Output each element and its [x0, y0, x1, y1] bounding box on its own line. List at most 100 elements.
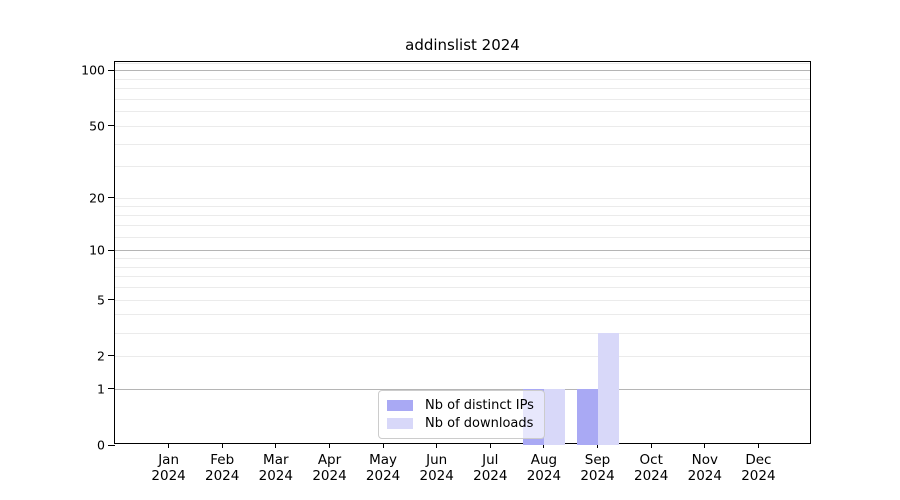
x-tick-month: Nov [691, 452, 718, 468]
y-tick-label: 50 [89, 118, 105, 134]
x-tick-label: Jul 2024 [460, 452, 520, 484]
x-tick-month: Dec [745, 452, 772, 468]
bar [543, 388, 565, 445]
x-tick-label: Sep 2024 [568, 452, 628, 484]
x-tick-label: Oct 2024 [621, 452, 681, 484]
x-tick-month: Jan [158, 452, 179, 468]
x-tick-mark [436, 443, 438, 448]
x-tick-month: Sep [584, 452, 611, 468]
x-tick-mark [329, 443, 330, 448]
x-tick-mark [275, 443, 277, 448]
legend-entry-label: Nb of downloads [425, 416, 534, 432]
y-tick-mark [108, 249, 115, 251]
x-tick-label: Apr 2024 [300, 452, 360, 484]
x-tick-year: 2024 [687, 468, 722, 484]
x-tick-mark [221, 443, 223, 448]
y-tick-mark [108, 125, 115, 127]
gridline-minor [115, 62, 810, 64]
gridline-minor [115, 78, 810, 80]
gridline-minor [115, 166, 810, 168]
gridline-minor [115, 143, 810, 145]
x-tick-month: May [369, 452, 398, 468]
gridline-minor [115, 332, 810, 334]
x-tick-month: Jun [426, 452, 448, 468]
chart-title: addinslist 2024 [405, 36, 520, 54]
y-tick-mark [108, 355, 115, 357]
y-tick-mark [108, 444, 115, 446]
y-tick-mark [108, 299, 115, 301]
gridline-minor [115, 276, 810, 278]
gridline-minor [115, 225, 810, 227]
x-tick-label: Dec 2024 [728, 452, 788, 484]
x-tick-label: Nov 2024 [675, 452, 735, 484]
plot-area: Nb of distinct IPs Nb of downloads 0 1 2 5 1… [81, 61, 811, 484]
x-tick-month: Mar [263, 452, 289, 468]
y-tick-label: 2 [97, 348, 105, 364]
legend-entry: Nb of distinct IPs [387, 398, 536, 413]
x-tick-label: Mar 2024 [246, 452, 306, 484]
x-tick-year: 2024 [741, 468, 776, 484]
x-tick-label: Feb 2024 [192, 452, 252, 484]
y-tick-label: 5 [97, 292, 105, 308]
x-tick-year: 2024 [365, 468, 401, 484]
x-tick-year: 2024 [473, 468, 508, 484]
x-tick-mark [650, 443, 652, 448]
x-tick-label: Jun 2024 [407, 452, 467, 484]
y-tick-label: 100 [81, 62, 105, 78]
gridline-minor [115, 206, 810, 207]
x-tick-month: Aug [530, 452, 558, 468]
gridline-minor [115, 111, 810, 113]
gridline-minor [115, 314, 810, 316]
gridline-minor [115, 215, 810, 216]
x-tick-mark [543, 443, 545, 448]
gridline-minor [115, 299, 810, 301]
gridline-minor [115, 287, 810, 289]
y-tick-label: 10 [89, 242, 105, 258]
gridline-major [115, 388, 810, 390]
x-tick-mark [489, 443, 491, 448]
x-tick-month: Jul [482, 452, 499, 468]
legend: Nb of distinct IPs Nb of downloads [378, 390, 545, 439]
x-tick-month: Feb [210, 452, 235, 468]
x-tick-mark [382, 443, 384, 448]
gridline-major [115, 250, 810, 252]
x-tick-year: 2024 [312, 468, 347, 484]
x-tick-year: 2024 [151, 468, 186, 484]
x-tick-mark [704, 443, 706, 448]
gridline-minor [115, 236, 810, 238]
gridline-minor [115, 197, 810, 199]
gridline-minor [115, 355, 810, 357]
x-tick-mark [597, 443, 598, 448]
x-tick-month: Oct [639, 452, 663, 468]
y-tick-mark [108, 388, 115, 390]
x-tick-label: Jan 2024 [139, 452, 199, 484]
x-tick-month: Apr [317, 452, 342, 468]
gridline-major [115, 70, 810, 72]
x-tick-year: 2024 [526, 468, 562, 484]
gridline-minor [115, 88, 810, 90]
x-tick-year: 2024 [580, 468, 615, 484]
y-tick-label: 1 [97, 381, 105, 397]
x-tick-year: 2024 [258, 468, 293, 484]
gridline-minor [115, 125, 810, 127]
legend-swatch [387, 399, 413, 411]
x-tick-year: 2024 [634, 468, 669, 484]
legend-entry-label: Nb of distinct IPs [425, 397, 534, 413]
gridline-minor [115, 99, 810, 100]
y-tick-label: 20 [89, 190, 105, 206]
gridline-minor [115, 258, 810, 260]
legend-swatch [387, 418, 413, 430]
y-tick-mark [108, 69, 115, 71]
x-tick-year: 2024 [419, 468, 454, 484]
y-tick-mark [108, 197, 115, 199]
bar [576, 388, 598, 445]
x-tick-year: 2024 [205, 468, 240, 484]
y-tick-label: 0 [97, 437, 105, 453]
bar [597, 332, 619, 445]
x-tick-label: Aug 2024 [514, 452, 574, 484]
x-tick-mark [168, 443, 170, 448]
legend-entry: Nb of downloads [387, 416, 536, 431]
x-tick-label: May 2024 [353, 452, 413, 484]
gridline-minor [115, 266, 810, 268]
